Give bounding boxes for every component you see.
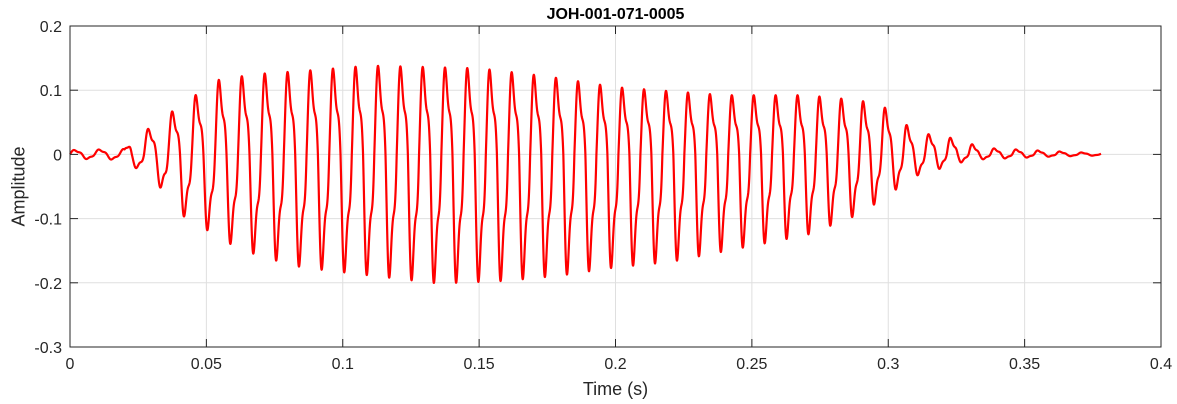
chart-title: JOH-001-071-0005	[547, 6, 685, 23]
x-axis-label: Time (s)	[583, 379, 648, 399]
waveform-series-line	[69, 64, 1102, 284]
y-tick-label: -0.1	[34, 212, 62, 229]
x-tick-label: 0	[66, 356, 75, 373]
y-tick-label: 0.1	[40, 83, 62, 100]
y-axis-label: Amplitude	[8, 146, 28, 226]
grid-layer	[69, 25, 1162, 348]
x-tick-label: 0.3	[877, 356, 899, 373]
y-tick-label: -0.3	[34, 340, 62, 357]
x-tick-label: 0.05	[191, 356, 222, 373]
x-tick-label: 0.25	[736, 356, 767, 373]
x-tick-label: 0.35	[1009, 356, 1040, 373]
x-tick-label: 0.15	[464, 356, 495, 373]
y-tick-label: 0	[53, 147, 62, 164]
axes: 0 0.05 0.1 0.15 0.2 0.25 0.3 0.35 0.4 -0.3 -0.2 -0.…	[34, 19, 1172, 373]
y-tick-label: 0.2	[40, 19, 62, 36]
x-tick-label: 0.2	[604, 356, 626, 373]
plot-area	[69, 64, 1102, 284]
x-tick-label: 0.1	[332, 356, 354, 373]
y-tick-label: -0.2	[34, 276, 62, 293]
x-tick-label: 0.4	[1150, 356, 1172, 373]
